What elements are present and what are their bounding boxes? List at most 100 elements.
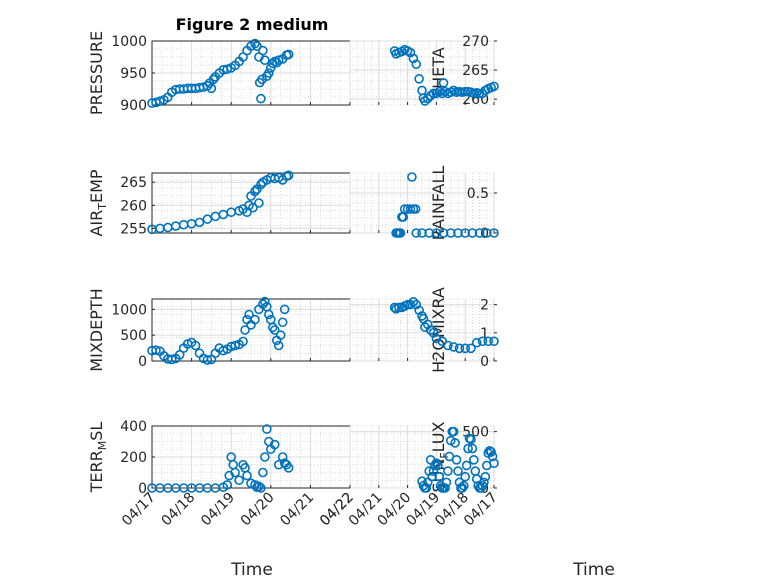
y-tick-label: 265 [120,175,147,191]
data-point [408,297,419,307]
data-point [391,304,401,314]
data-point [463,443,473,454]
data-point [424,466,435,476]
data-point [466,343,476,354]
data-point [222,480,233,490]
data-point [391,228,401,238]
data-point [407,172,417,182]
y-tick-label: 2 [480,298,489,314]
data-point [417,228,427,238]
data-point [481,228,492,238]
data-point [431,88,442,99]
data-point [283,49,294,60]
x-tick-label: 04/18 [159,490,199,530]
data-point [405,299,416,310]
data-point [417,476,427,487]
data-point [428,88,439,99]
y-axis-label: AIRTEMP [87,169,109,236]
y-axis-label: TERRMSL [87,422,109,494]
data-point [230,467,240,478]
data-point [397,212,407,222]
x-tick-label: 04/21 [277,490,317,530]
data-point [155,96,165,106]
data-point [397,302,407,313]
y-tick-label: 1 [480,326,489,342]
data-point [438,78,449,88]
y-axis-label: H2OMIXRA [429,287,448,373]
data-point [418,480,429,491]
data-point [448,342,459,352]
y-tick-label: 265 [462,63,489,79]
data-point [425,325,436,335]
y-tick-label: 0 [138,481,147,497]
y-tick-label: 260 [120,198,147,214]
data-point [473,480,483,491]
data-point [454,343,465,354]
data-point [489,336,499,347]
data-point [275,330,286,340]
data-point [480,471,491,482]
data-point [202,355,213,365]
data-point [431,228,442,238]
data-point [222,64,233,74]
data-point [264,309,274,320]
data-point [269,325,280,335]
data-point [428,328,439,338]
data-point [466,434,476,445]
data-point [481,460,492,471]
y-axis-label: MIXDEPTH [87,288,106,371]
data-point [444,451,455,462]
data-point [411,228,422,238]
data-point [242,470,252,481]
data-point [277,317,288,328]
data-point [254,198,264,208]
data-point [190,340,201,351]
subplot-mixdepth: 0 500 1000 MIXDEPTH [87,288,351,372]
y-tick-label: 1000 [111,34,147,50]
data-point [208,74,219,85]
data-point [470,466,481,476]
data-point [431,333,442,344]
data-point [477,336,488,347]
subplot-h2omixra: 0 1 2 H2OMIXRA [349,287,499,373]
y-tick-label: 950 [120,66,147,82]
data-point [244,309,254,320]
x-tick-label: 04/19 [198,490,238,530]
data-point [273,55,284,66]
data-point [447,426,458,437]
data-point [230,340,240,351]
data-point [428,466,439,476]
data-point [460,343,471,354]
data-point [283,170,294,181]
data-point [402,204,413,214]
data-point [269,439,280,450]
data-point [260,296,270,307]
y-tick-label: 255 [120,221,147,237]
data-point [467,228,478,238]
y-axis-label: RAINFALL [429,166,448,241]
figure-title: Figure 2 medium [176,15,329,34]
y-tick-label: 900 [120,98,147,114]
data-point [417,85,427,96]
subplot-airtemp: 255 260 265 AIRTEMP [87,169,351,237]
data-point [240,325,250,335]
y-tick-label: 500 [120,328,147,344]
data-point [283,463,294,473]
data-point [194,217,205,228]
data-point [260,452,270,462]
y-tick-label: 0.5 [467,186,489,202]
data-point [417,311,427,321]
data-point [414,74,424,84]
data-point [471,337,482,348]
data-point [483,448,494,458]
data-point [443,466,453,476]
data-point [260,55,270,66]
y-tick-label: 400 [120,419,147,435]
data-point [456,483,466,493]
y-axis-label: PRESSURE [87,31,106,115]
data-point [445,228,456,238]
